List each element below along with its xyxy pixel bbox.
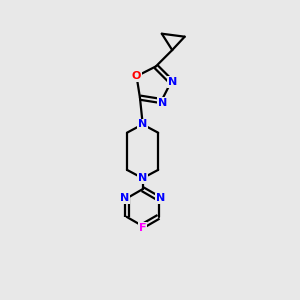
Text: F: F [139,223,146,232]
Text: N: N [138,173,147,183]
Text: N: N [158,98,167,107]
Text: N: N [168,77,177,87]
Text: N: N [120,194,129,203]
Text: N: N [156,194,166,203]
Text: O: O [132,71,141,81]
Text: N: N [138,119,147,129]
